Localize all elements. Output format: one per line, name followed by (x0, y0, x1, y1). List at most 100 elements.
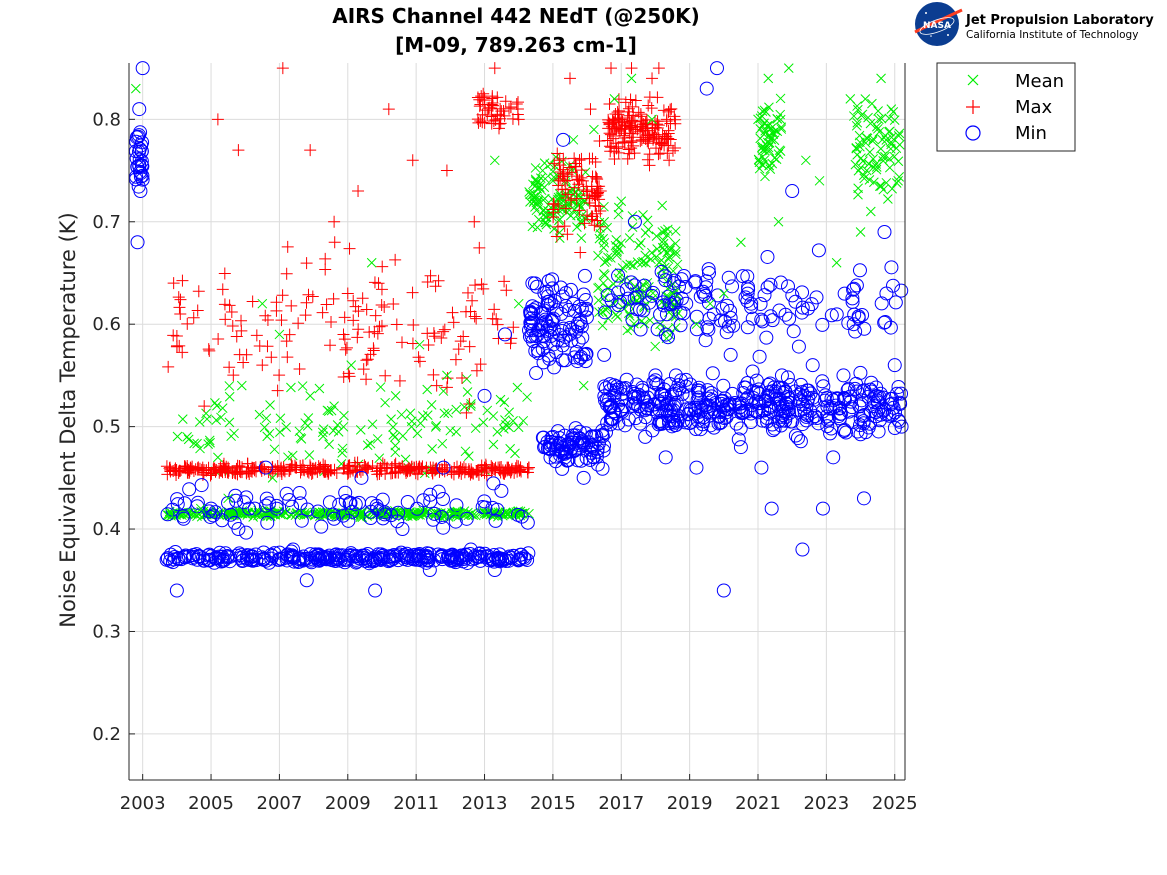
min-band-early-point (186, 547, 201, 562)
min-upper-late-point (888, 295, 903, 310)
mean-point (213, 452, 223, 463)
min-low-2015-point (553, 443, 568, 458)
mean-band-early-point (237, 508, 248, 518)
max-point (478, 461, 491, 474)
min-band-late-point (837, 390, 852, 405)
max-scatter-early-point (454, 335, 467, 348)
max-point (256, 359, 269, 372)
mean-point (414, 339, 425, 350)
mean-band-early-point (494, 509, 504, 519)
max-band-2017-point (613, 104, 626, 117)
max-band-early-point (179, 460, 192, 473)
mean-band-2017-point (599, 268, 609, 279)
mean-scatter-early-point (375, 382, 386, 392)
mean-point (404, 508, 415, 519)
min-upper-late-point (765, 313, 780, 328)
max-band-2015-point (558, 220, 571, 233)
mean-point (736, 237, 746, 248)
max-band-2015-point (590, 171, 603, 184)
max-band-early-point (296, 459, 309, 472)
max-band-2015-point (585, 213, 598, 226)
min-band-early-point (440, 549, 455, 564)
mean-band-2017-point (612, 312, 623, 322)
mean-band-2021-point (773, 149, 784, 159)
x-tick-label: 2007 (257, 793, 303, 814)
max-band-early-point (412, 463, 425, 476)
mean-point (845, 93, 856, 104)
mean-band-2015-point (553, 194, 563, 205)
min-band-late-point (872, 389, 887, 404)
mean-band-2024-point (889, 115, 900, 125)
min-point (709, 61, 724, 76)
mean-band-2017-point (603, 252, 613, 263)
min-band-late-point (714, 415, 729, 430)
mean-scatter-early-point (254, 409, 265, 420)
min-point (638, 429, 653, 444)
mean-scatter-early-point (397, 431, 408, 441)
max-band-early-point (511, 465, 524, 478)
min-point (487, 563, 502, 578)
mean-scatter-early-point (499, 397, 510, 408)
mean-scatter-early-point (427, 444, 437, 454)
mean-point (609, 93, 620, 104)
min-band-late-point (841, 381, 856, 396)
max-band-early-point (479, 458, 492, 471)
max-scatter-early-point (173, 339, 186, 352)
mean-scatter-early-point (337, 448, 348, 458)
mean-band-2015-point (534, 182, 545, 193)
mean-point (165, 508, 175, 519)
min-band-early-point (349, 549, 364, 564)
min-low-2015-point (557, 428, 572, 443)
mean-scatter-early-point (430, 422, 441, 432)
min-band-late-point (733, 421, 748, 436)
min-band-early-point (357, 548, 372, 563)
min-band-late-point (763, 404, 778, 419)
min-band-early-point (360, 552, 375, 567)
min-band-late-point (768, 384, 783, 399)
min-band-late-point (816, 379, 831, 394)
max-band-2015-point (548, 157, 561, 170)
max-scatter-early-point (395, 336, 408, 349)
mean-scatter-early-point (445, 425, 456, 436)
max-scatter-early-point (500, 284, 513, 297)
max-scatter-early-point (343, 242, 356, 255)
min-band-early-point (391, 553, 406, 568)
mean-band-2024-point (883, 194, 893, 204)
min-point (795, 542, 810, 557)
mean-band-2017-point (646, 254, 656, 265)
min-upper-late-point (657, 269, 672, 284)
min-upper-late-point (611, 268, 626, 283)
max-band-early-point (394, 462, 407, 475)
mean-point (831, 257, 842, 268)
max-point (605, 62, 618, 75)
min-point (436, 460, 451, 475)
max-scatter-early-point (265, 351, 278, 364)
min-band-late-point (853, 365, 868, 380)
min-band-early-point (312, 553, 327, 568)
mean-scatter-early-point (405, 408, 416, 419)
min-band-2015-point (574, 301, 589, 316)
min-scatter-early-point (364, 496, 379, 511)
min-point (826, 450, 841, 465)
max-scatter-early-point (340, 341, 353, 354)
max-band-2015-point (572, 178, 585, 191)
min-upper-late-point (745, 311, 760, 326)
max-scatter-early-point (351, 331, 364, 344)
max-band-2017-point (669, 141, 682, 154)
max-band-early-point (160, 460, 173, 473)
x-tick-label: 2015 (530, 793, 576, 814)
min-band-late-point (669, 395, 684, 410)
mean-scatter-early-point (374, 453, 385, 464)
mean-band-2015-point (533, 196, 543, 207)
min-point (856, 491, 871, 506)
mean-band-2024-point (849, 111, 859, 121)
max-scatter-early-point (379, 369, 392, 382)
min-point (754, 460, 769, 475)
mean-point (537, 165, 548, 176)
mean-band-2017-point (664, 242, 675, 253)
max-scatter-early-point (226, 319, 239, 332)
max-scatter-early-point (327, 292, 340, 305)
mean-band-2017-point (613, 209, 624, 220)
mean-band-2024-point (877, 151, 888, 162)
